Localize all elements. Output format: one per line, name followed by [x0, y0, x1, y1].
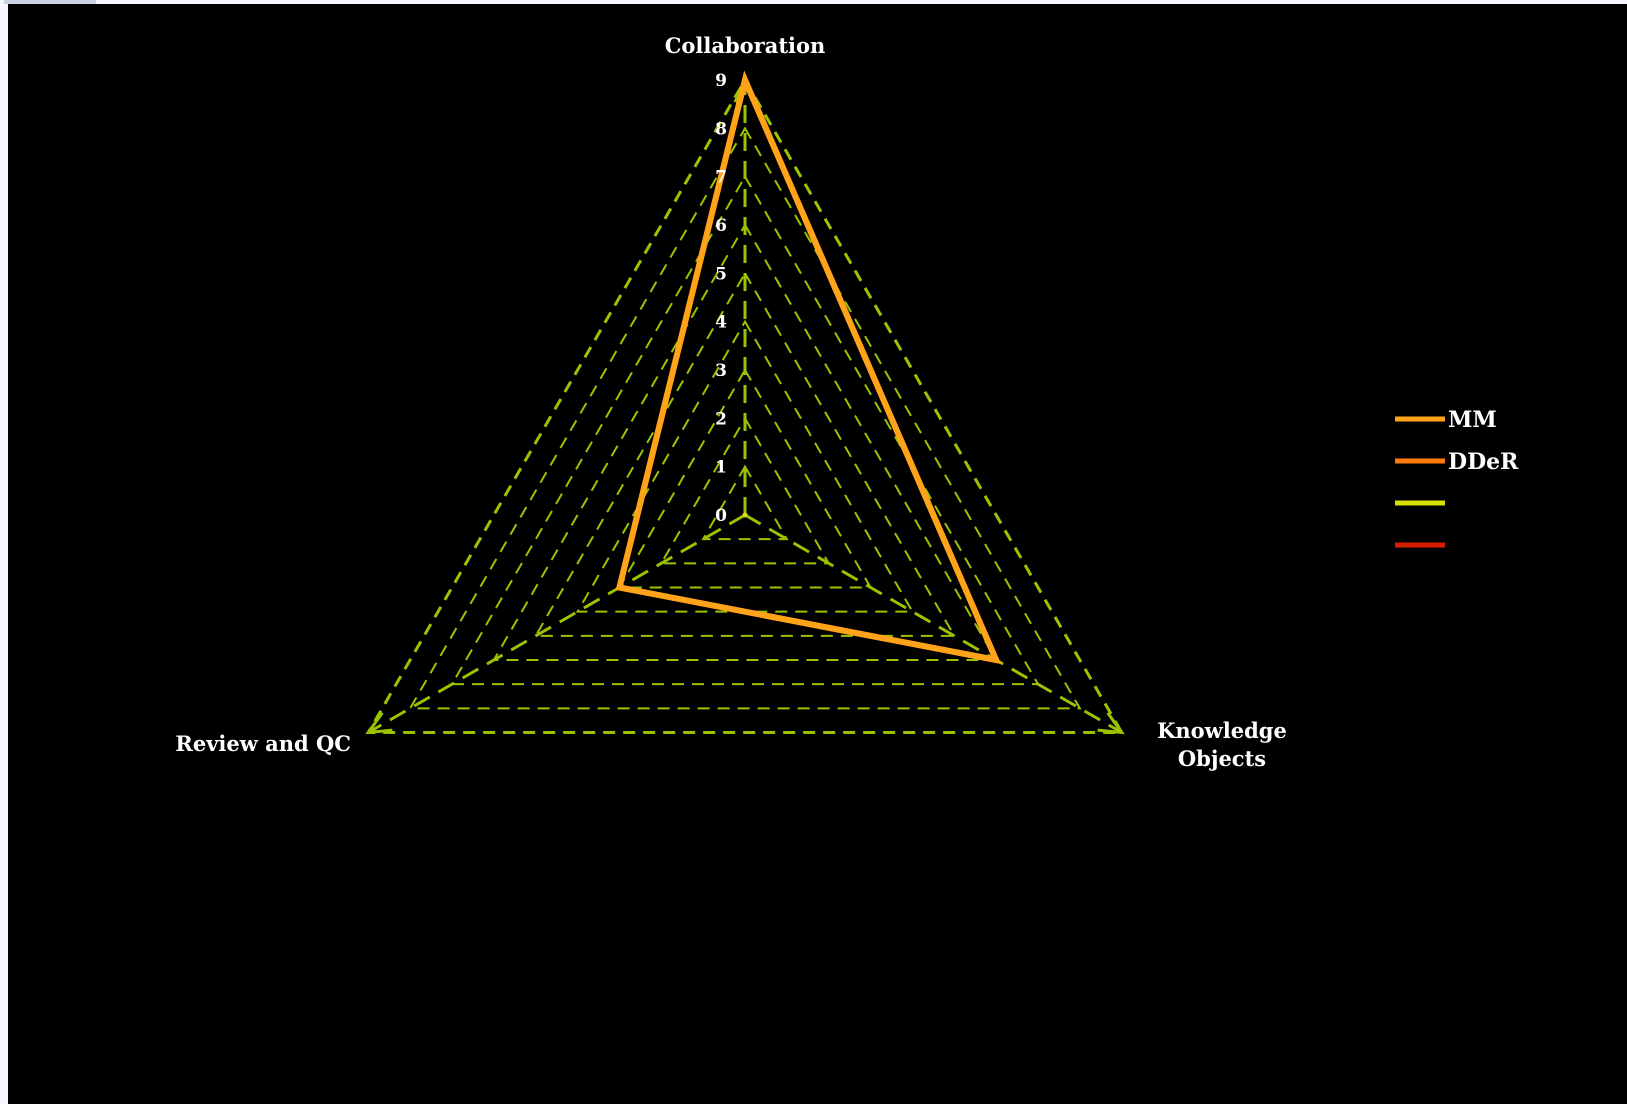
axis-labels: Collaboration Knowledge Objects Review and …	[175, 33, 1286, 771]
tick-label-4: 4	[715, 313, 727, 333]
legend: MM DDeR	[1395, 407, 1519, 548]
tick-label-0: 0	[715, 506, 727, 526]
grid-ring-6	[492, 222, 998, 661]
grid-ring-5	[533, 271, 957, 637]
axis-arrowhead-1	[1097, 711, 1125, 735]
axis-spoke-1	[744, 513, 1123, 734]
legend-label-1: DDeR	[1448, 449, 1519, 475]
grid-ring-1	[701, 464, 789, 541]
series-polygons	[615, 70, 1002, 665]
window-strip	[4, 0, 96, 4]
tick-label-1: 1	[715, 458, 727, 478]
tick-labels: 0 1 2 3 4 5 6 7 8 9	[715, 71, 727, 526]
tick-label-2: 2	[715, 409, 727, 429]
axis-label-1: Knowledge Objects	[1157, 718, 1287, 771]
grid-ring-8	[408, 126, 1082, 710]
tick-label-9: 9	[715, 71, 727, 91]
series-0-polygon	[615, 70, 1002, 665]
series-2-point	[742, 512, 748, 518]
tick-label-6: 6	[715, 216, 727, 236]
tick-label-5: 5	[715, 264, 727, 284]
axis-label-2: Review and QC	[175, 731, 351, 756]
chart-area	[8, 4, 1627, 1104]
grid-ring-3	[617, 367, 873, 589]
grid-ring-9	[365, 77, 1125, 734]
grid-ring-7	[450, 174, 1040, 686]
grid-ring-2	[659, 416, 831, 565]
tick-label-3: 3	[715, 361, 727, 381]
axis-spoke-2	[367, 513, 746, 734]
axis-arrowhead-2	[365, 711, 393, 735]
axis-label-0: Collaboration	[665, 33, 826, 58]
tick-label-8: 8	[715, 119, 727, 139]
legend-label-0: MM	[1448, 407, 1497, 433]
tick-label-7: 7	[715, 168, 727, 188]
